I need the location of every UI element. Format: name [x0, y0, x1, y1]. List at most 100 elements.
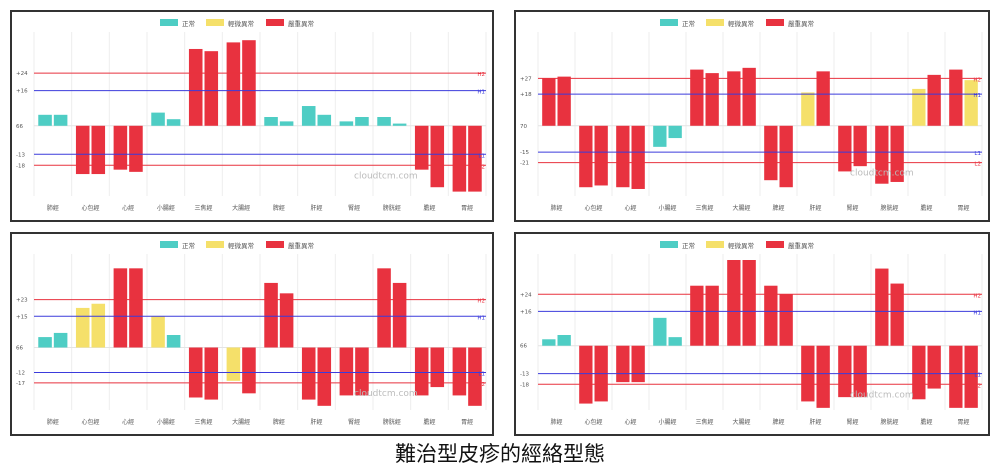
legend-swatch	[706, 241, 724, 248]
bar-大腸經-2	[742, 67, 756, 126]
reference-line-value: -18	[16, 163, 25, 169]
category-label: 三焦經	[695, 418, 713, 426]
category-label: 肺經	[47, 204, 59, 212]
bar-肺經-2	[53, 332, 68, 348]
bar-三焦經-2	[204, 347, 219, 400]
legend-swatch	[766, 241, 784, 248]
category-label: 脾經	[273, 204, 285, 212]
category-label: 肝經	[310, 204, 322, 212]
bar-心經-2	[631, 345, 645, 383]
bar-膀胱經-1	[875, 125, 889, 184]
bar-肺經-2	[53, 114, 68, 126]
legend-label: 輕微異常	[228, 241, 254, 250]
bar-膽經-1	[414, 347, 429, 396]
bar-肺經-2	[557, 76, 571, 126]
category-label: 膽經	[423, 204, 435, 212]
bar-胃經-1	[949, 69, 963, 126]
reference-line-value: -13	[16, 152, 25, 158]
reference-line-tag: H2	[973, 77, 981, 83]
zero-label: 66	[520, 344, 527, 350]
legend-swatch	[266, 241, 284, 248]
legend-label: 正常	[182, 241, 195, 250]
bar-三焦經-2	[204, 51, 219, 126]
bar-脾經-2	[779, 125, 793, 188]
bar-腎經-2	[853, 125, 867, 167]
reference-line-tag: L1	[478, 372, 485, 378]
bar-三焦經-1	[690, 69, 704, 126]
category-label: 大腸經	[232, 418, 250, 426]
category-label: 大腸經	[232, 204, 250, 212]
bar-脾經-2	[279, 121, 294, 126]
bar-肝經-1	[801, 92, 815, 126]
reference-line-value: +15	[16, 314, 28, 320]
bar-肺經-1	[542, 339, 556, 346]
bar-大腸經-2	[742, 260, 756, 346]
bar-腎經-1	[339, 121, 354, 126]
reference-line-value: -13	[520, 372, 529, 378]
chart-panel-4: 正常 輕微異常 嚴重異常 66 +24 H2 +16 H1 -13 L1 -18 L2 cloudtcm…	[514, 232, 990, 436]
bar-小腸經-1	[151, 112, 165, 126]
bar-肝經-1	[301, 347, 316, 400]
reference-line-value: +23	[16, 298, 28, 304]
reference-line-value: -17	[16, 381, 25, 387]
category-label: 肝經	[809, 418, 821, 426]
bar-肝經-2	[317, 347, 332, 406]
bar-胃經-2	[468, 125, 482, 192]
watermark-text: cloudtcm.com	[354, 389, 418, 399]
category-label: 心經	[624, 204, 636, 212]
reference-line-value: +16	[520, 309, 532, 315]
bar-心包經-1	[579, 345, 593, 404]
category-label: 腎經	[348, 418, 360, 426]
bar-小腸經-2	[166, 335, 181, 348]
bar-胃經-1	[452, 125, 467, 192]
category-label: 膀胱經	[880, 418, 898, 426]
bar-膀胱經-1	[377, 117, 391, 126]
bar-脾經-1	[764, 285, 778, 346]
category-label: 胃經	[461, 204, 473, 212]
bar-小腸經-1	[151, 316, 165, 348]
zero-label: 70	[520, 124, 527, 130]
bar-肝經-2	[317, 114, 332, 126]
category-label: 脾經	[273, 418, 285, 426]
bar-腎經-2	[355, 117, 369, 126]
bar-脾經-2	[779, 294, 793, 346]
bar-膽經-1	[414, 125, 429, 170]
bar-脾經-2	[279, 293, 294, 348]
reference-line-tag: H1	[973, 310, 981, 316]
reference-line-value: -21	[520, 161, 529, 167]
bar-心包經-1	[75, 125, 90, 175]
legend-swatch	[160, 19, 178, 26]
bar-脾經-1	[264, 117, 278, 126]
reference-line-tag: H1	[477, 315, 485, 321]
bar-膀胱經-2	[890, 283, 904, 346]
bar-心包經-2	[91, 303, 106, 348]
zero-label: 66	[16, 346, 23, 352]
reference-line-value: +18	[520, 92, 532, 98]
category-label: 膽經	[920, 418, 932, 426]
bar-肺經-1	[542, 78, 556, 126]
category-label: 心經	[122, 418, 134, 426]
chart-panel-2: 正常 輕微異常 嚴重異常 70 +27 H2 +18 H1 -15 L1 -21 L2 cloudtcm…	[514, 10, 990, 222]
watermark-text: cloudtcm.com	[354, 171, 418, 181]
legend-swatch	[706, 19, 724, 26]
chart-svg-2: 正常 輕微異常 嚴重異常 70 +27 H2 +18 H1 -15 L1 -21 L2 cloudtcm…	[520, 19, 983, 212]
bar-胃經-1	[452, 347, 467, 396]
category-label: 心經	[122, 204, 134, 212]
legend-swatch	[766, 19, 784, 26]
bar-心經-1	[113, 125, 128, 170]
legend-swatch	[206, 241, 224, 248]
bar-心經-1	[616, 345, 630, 383]
category-label: 膀胱經	[383, 204, 401, 212]
bar-膽經-2	[927, 74, 941, 126]
reference-line-tag: L2	[478, 164, 485, 170]
bar-膽經-1	[912, 88, 926, 126]
legend-label: 輕微異常	[728, 19, 754, 28]
reference-line-tag: H2	[477, 299, 485, 305]
bar-三焦經-2	[705, 285, 719, 346]
bar-腎經-1	[339, 347, 354, 396]
bar-心包經-1	[75, 307, 90, 348]
legend-label: 嚴重異常	[288, 241, 314, 250]
category-label: 三焦經	[194, 204, 212, 212]
bar-腎經-1	[838, 125, 852, 172]
bar-心經-2	[129, 268, 143, 348]
